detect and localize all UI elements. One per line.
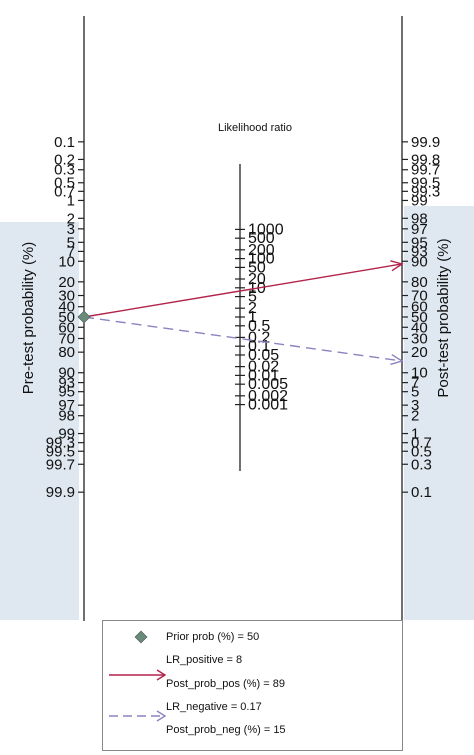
legend-lr-positive-label: LR_positive = 8 [166, 653, 242, 667]
positive-lr-line [84, 264, 402, 317]
pretest-tick-label: 0.1 [54, 134, 75, 151]
pretest-tick-label: 1 [67, 192, 75, 209]
pretest-tick-label: 10 [58, 253, 75, 270]
legend-lr-negative-label: LR_negative = 0.17 [166, 700, 262, 714]
legend-prior-label: Prior prob (%) = 50 [166, 630, 259, 644]
posttest-tick-label: 99 [411, 192, 428, 209]
legend-post-neg-label: Post_prob_neg (%) = 15 [166, 723, 286, 737]
legend-post-pos: Post_prob_pos (%) = 89 [103, 677, 402, 691]
pretest-tick-label: 80 [58, 344, 75, 361]
prior-probability-marker [78, 311, 90, 323]
posttest-tick-label: 99.9 [411, 134, 440, 151]
legend: Prior prob (%) = 50 LR_positive = 8 Post… [102, 620, 403, 751]
legend-post-pos-label: Post_prob_pos (%) = 89 [166, 677, 285, 691]
posttest-tick-label: 0.1 [411, 484, 432, 501]
lr-ticks: 10005002001005020105210.50.20.10.050.020… [235, 221, 288, 413]
pretest-tick-label: 99.7 [46, 456, 75, 473]
legend-prior: Prior prob (%) = 50 [103, 630, 402, 644]
dashed-arrow-icon [107, 709, 169, 723]
chart-title: Likelihood ratio [218, 122, 292, 134]
posttest-axis-label: Post-test probability (%) [435, 238, 452, 397]
legend-lr-positive: LR_positive = 8 [103, 653, 402, 667]
posttest-tick-label: 90 [411, 253, 428, 270]
posttest-tick-label: 20 [411, 344, 428, 361]
pretest-tick-label: 98 [58, 408, 75, 425]
pretest-axis-label: Pre-test probability (%) [20, 242, 37, 395]
lr-tick-label: 0.001 [248, 397, 288, 414]
posttest-tick-label: 2 [411, 408, 419, 425]
legend-post-neg: Post_prob_neg (%) = 15 [103, 723, 402, 737]
prior-diamond-icon [134, 630, 148, 644]
pretest-tick-label: 99.9 [46, 484, 75, 501]
posttest-tick-label: 0.3 [411, 456, 432, 473]
